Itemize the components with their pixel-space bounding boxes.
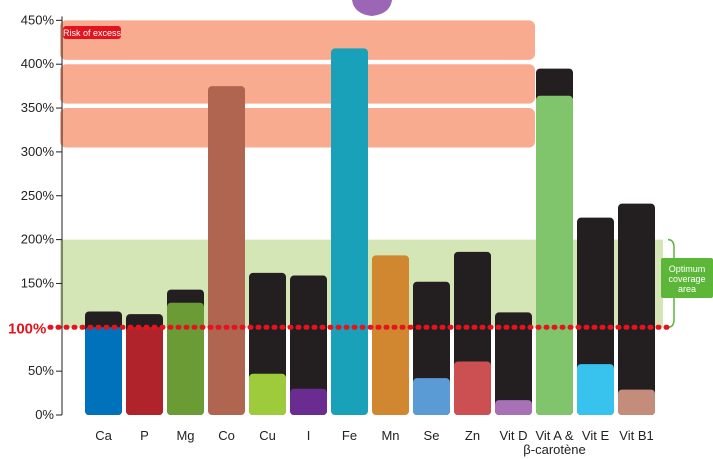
x-category-label: Co: [218, 428, 235, 443]
bar-value: [249, 373, 286, 415]
optimum-zone-badge: [661, 258, 713, 298]
x-category-label: I: [307, 428, 311, 443]
bar-value: [331, 48, 368, 415]
x-category-label: Vit B1: [619, 428, 653, 443]
x-category-label: Cu: [259, 428, 276, 443]
y-tick-label: 0%: [35, 407, 54, 422]
x-category-label: P: [140, 428, 149, 443]
y-tick-label: 350%: [21, 100, 55, 115]
bar-value: [495, 400, 532, 415]
bar-value: [577, 364, 614, 415]
bar-value: [85, 327, 122, 415]
risk-zone-band: [60, 64, 535, 104]
x-category-label: Zn: [465, 428, 480, 443]
bar-value: [536, 95, 573, 415]
y-tick-label: 50%: [28, 363, 54, 378]
decorative-purple-shape: [352, 0, 392, 16]
x-category-label: Vit E: [582, 428, 610, 443]
risk-zone-band: [60, 108, 535, 148]
reference-line-layer: 100%: [8, 320, 675, 337]
bar-value: [208, 86, 245, 415]
bar-total: [290, 275, 327, 415]
y-axis: 0% 50% 150% 200% 250% 300% 350% 400% 450%: [21, 12, 63, 422]
bar-value: [413, 378, 450, 415]
x-category-label: Fe: [342, 428, 357, 443]
risk-zone-label: Risk of excess: [63, 28, 122, 38]
y-tick-label: 250%: [21, 188, 55, 203]
bar-total: [495, 312, 532, 415]
bar-value: [290, 388, 327, 415]
x-category-label: Ca: [95, 428, 112, 443]
y-tick-label: 300%: [21, 144, 55, 159]
bar-value: [372, 255, 409, 415]
risk-zone-band: [60, 20, 535, 60]
y-tick-label: 450%: [21, 12, 55, 27]
optimum-zone-label: Optimum coverage area: [668, 264, 705, 294]
x-category-label: Mn: [381, 428, 399, 443]
bar-value: [618, 389, 655, 415]
bar-value: [167, 302, 204, 415]
category-labels: Ca P Mg Co Cu I Fe Mn Se Zn Vit D Vit A & β-carotène…: [95, 428, 654, 457]
risk-zone-badge: [63, 26, 121, 39]
bar-value: [126, 327, 163, 415]
x-category-label: Vit A & β-carotène: [523, 428, 585, 457]
x-category-label: Mg: [176, 428, 194, 443]
y-tick-label: 400%: [21, 56, 55, 71]
bars-layer: [85, 48, 655, 416]
bar-value: [454, 361, 491, 415]
y-tick-label: 150%: [21, 275, 55, 290]
reference-line-label: 100%: [8, 320, 46, 337]
x-category-label: Se: [424, 428, 440, 443]
bar-total: [618, 203, 655, 415]
y-tick-label: 200%: [21, 232, 55, 247]
x-category-label: Vit D: [500, 428, 528, 443]
